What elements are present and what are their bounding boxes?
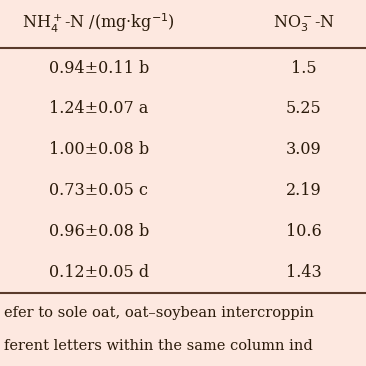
Text: 2.19: 2.19 bbox=[286, 182, 322, 199]
Text: efer to sole oat, oat–soybean intercroppin: efer to sole oat, oat–soybean intercropp… bbox=[4, 306, 314, 320]
Text: NO$_3^-$-N: NO$_3^-$-N bbox=[273, 14, 335, 34]
Text: 1.43: 1.43 bbox=[286, 264, 322, 281]
Text: 10.6: 10.6 bbox=[286, 223, 322, 240]
Text: 0.96±0.08 b: 0.96±0.08 b bbox=[49, 223, 149, 240]
Text: 1.24±0.07 a: 1.24±0.07 a bbox=[49, 100, 149, 117]
Text: 1.5: 1.5 bbox=[291, 60, 317, 76]
Text: 3.09: 3.09 bbox=[286, 141, 322, 158]
Text: 1.00±0.08 b: 1.00±0.08 b bbox=[49, 141, 149, 158]
Text: 0.73±0.05 c: 0.73±0.05 c bbox=[49, 182, 148, 199]
Text: 5.25: 5.25 bbox=[286, 100, 322, 117]
Text: 0.94±0.11 b: 0.94±0.11 b bbox=[49, 60, 149, 76]
Text: NH$_4^+$-N /(mg$\cdot$kg$^{-1}$): NH$_4^+$-N /(mg$\cdot$kg$^{-1}$) bbox=[22, 12, 175, 36]
Text: ferent letters within the same column ind: ferent letters within the same column in… bbox=[4, 339, 313, 353]
Text: 0.12±0.05 d: 0.12±0.05 d bbox=[49, 264, 149, 281]
